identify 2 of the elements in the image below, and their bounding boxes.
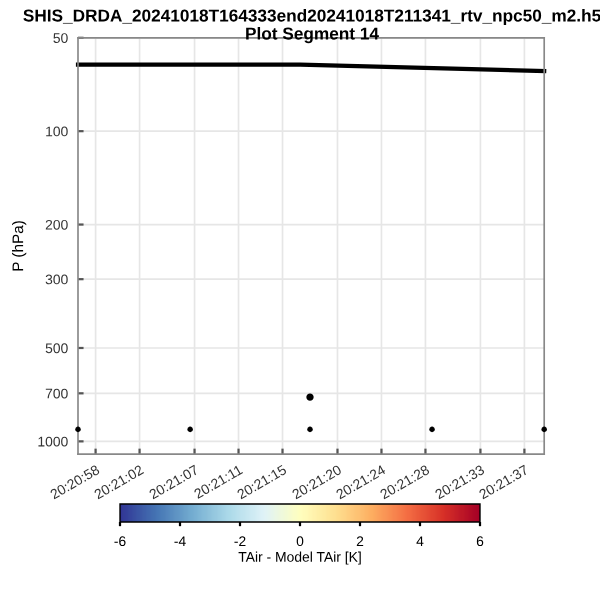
chart-title: SHIS_DRDA_20241018T164333end20241018T211341_rtv_npc50_m2.h5 — [23, 9, 600, 26]
chart-subtitle: Plot Segment 14 — [246, 27, 379, 44]
